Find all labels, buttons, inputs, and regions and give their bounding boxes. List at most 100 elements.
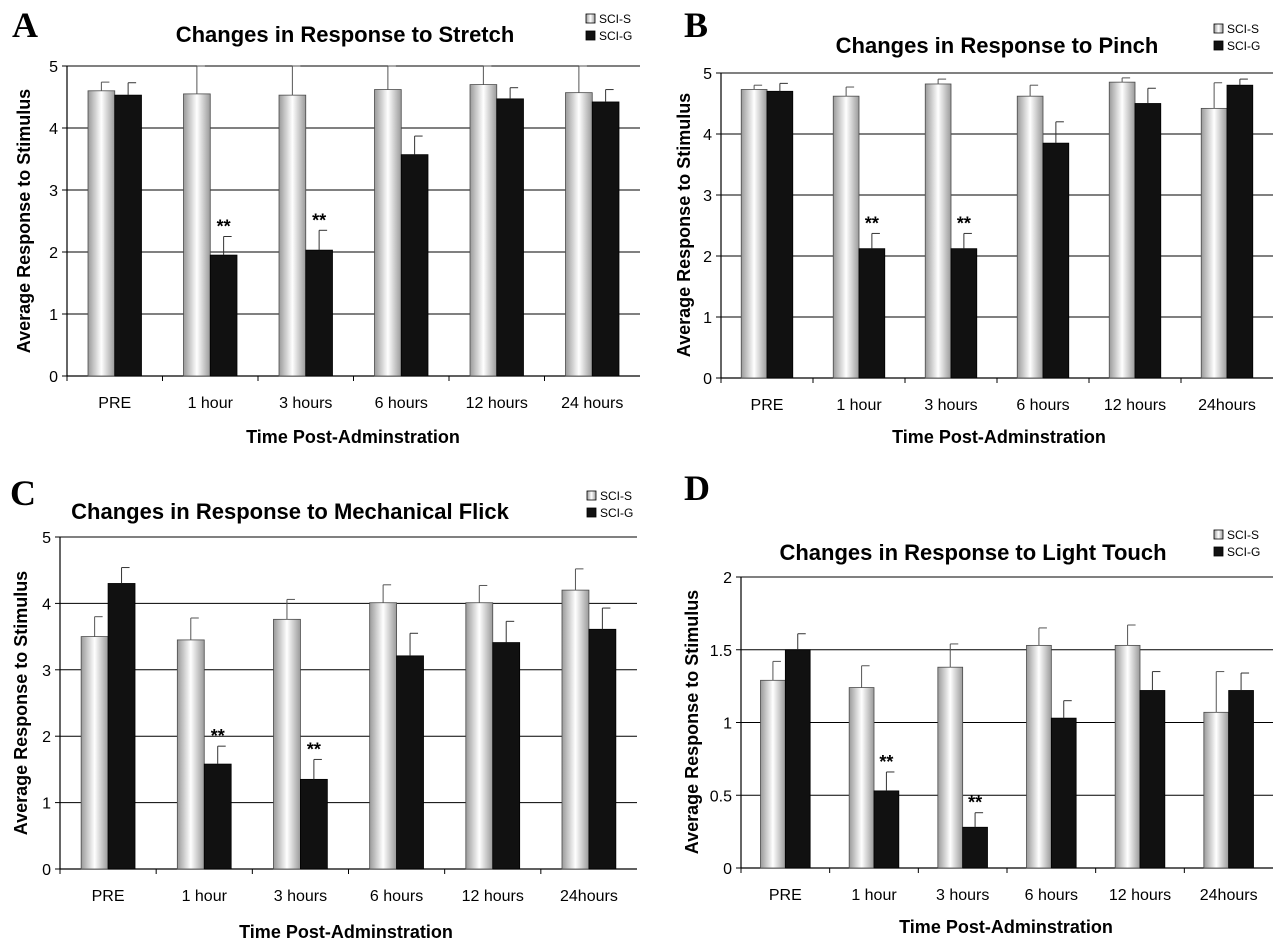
bar-scis [1108, 81, 1136, 379]
y-tick-label: 0.5 [710, 788, 732, 805]
bar-scis [183, 93, 211, 377]
x-tick-label: 1 hour [851, 887, 897, 904]
y-tick-label: 4 [49, 121, 58, 138]
bar-scis [760, 679, 786, 869]
bar-scis [1114, 644, 1141, 869]
y-tick-label: 2 [723, 570, 732, 587]
x-tick-label: 3 hours [274, 888, 327, 905]
bar-scig [1134, 103, 1162, 379]
bar-scig [1139, 690, 1166, 869]
x-tick-label: 24hours [560, 888, 618, 905]
y-axis-label: Average Response to Stimulus [682, 590, 702, 854]
bar-scis [87, 90, 116, 377]
y-tick-label: 5 [703, 66, 712, 83]
bar-scig [300, 778, 328, 870]
bar-scis [1200, 107, 1228, 379]
bar-scig [305, 249, 333, 377]
bar-scig [962, 826, 988, 869]
bar-scig [591, 101, 620, 377]
bar-scis [374, 89, 402, 377]
bar-scig [873, 790, 900, 869]
chart-panel-d: D Changes in Response to Light Touch 0 0.5 1… [682, 468, 1273, 937]
bar-scig [766, 90, 794, 379]
y-tick-label: 0 [703, 371, 712, 388]
bar-scig [1226, 84, 1254, 379]
bar-scis [176, 639, 205, 870]
x-tick-label: 6 hours [370, 888, 423, 905]
x-tick-label: 12 hours [466, 395, 528, 412]
bar-scig [1228, 690, 1254, 869]
bar-scig [858, 248, 886, 379]
bar-scis [1203, 711, 1230, 869]
chart-panel-a: A Changes in Response to Stretch 0 1 2 3 4 5 PRE… [12, 5, 640, 447]
x-tick-label: 1 hour [836, 397, 882, 414]
y-tick-label: 2 [49, 245, 58, 262]
panel-letter: A [12, 5, 38, 45]
bar-scig [496, 98, 524, 377]
legend-label: SCI-S [1227, 528, 1259, 542]
significance-marker: ** [312, 210, 326, 230]
x-tick-label: 1 hour [182, 888, 228, 905]
x-tick-label: 6 hours [1025, 887, 1078, 904]
y-tick-label: 0 [49, 369, 58, 386]
bar-scig [784, 649, 811, 869]
significance-marker: ** [211, 726, 225, 746]
x-tick-label: PRE [769, 887, 802, 904]
bar-scis [465, 602, 494, 870]
significance-marker: ** [879, 752, 893, 772]
bar-scis [937, 666, 964, 869]
bar-scig [203, 763, 232, 870]
legend-label: SCI-S [599, 12, 631, 26]
y-tick-label: 4 [703, 127, 712, 144]
x-tick-label: 6 hours [1016, 397, 1069, 414]
y-tick-label: 1 [49, 307, 58, 324]
x-tick-label: 3 hours [279, 395, 332, 412]
y-tick-label: 3 [49, 183, 58, 200]
legend: SCI-S SCI-G [585, 12, 632, 43]
chart-title: Changes in Response to Pinch [836, 33, 1159, 58]
significance-marker: ** [957, 213, 971, 233]
y-tick-label: 2 [703, 249, 712, 266]
y-tick-label: 0 [42, 862, 51, 879]
x-axis-label: Time Post-Adminstration [892, 427, 1106, 447]
bar-scis [369, 602, 397, 870]
bar-scis [469, 84, 498, 377]
legend-swatch-scig [1213, 546, 1224, 557]
x-tick-label: 12 hours [1109, 887, 1171, 904]
legend-swatch-scis [1213, 529, 1224, 540]
x-axis-label: Time Post-Adminstration [246, 427, 460, 447]
legend-swatch-scis [585, 13, 596, 24]
legend-label: SCI-S [1227, 22, 1259, 36]
x-tick-label: 1 hour [188, 395, 234, 412]
significance-marker: ** [865, 213, 879, 233]
y-tick-label: 3 [42, 663, 51, 680]
y-axis-label: Average Response to Stimulus [11, 571, 31, 835]
bar-scig [492, 642, 521, 870]
legend-swatch-scig [586, 507, 597, 518]
legend: SCI-S SCI-G [1213, 22, 1260, 53]
legend-label: SCI-S [600, 489, 632, 503]
y-tick-label: 4 [42, 596, 51, 613]
bar-scig [396, 655, 424, 870]
legend-label: SCI-G [1227, 39, 1260, 53]
y-tick-label: 5 [49, 59, 58, 76]
bar-scis [848, 687, 875, 869]
x-tick-label: 12 hours [462, 888, 524, 905]
y-tick-label: 1 [703, 310, 712, 327]
y-tick-label: 1.5 [710, 643, 732, 660]
legend-swatch-scis [1213, 23, 1224, 34]
bar-scis [740, 89, 768, 379]
bar-scig [107, 583, 136, 870]
bar-scis [80, 636, 109, 870]
bar-scig [114, 94, 142, 377]
bar-scis [565, 92, 593, 377]
legend-swatch-scig [1213, 40, 1224, 51]
y-tick-label: 2 [42, 729, 51, 746]
legend-swatch-scig [585, 30, 596, 41]
chart-title: Changes in Response to Mechanical Flick [71, 499, 509, 524]
panel-letter: C [10, 473, 36, 513]
bar-scig [1042, 142, 1070, 379]
legend-label: SCI-G [599, 29, 632, 43]
x-tick-label: 24 hours [561, 395, 623, 412]
